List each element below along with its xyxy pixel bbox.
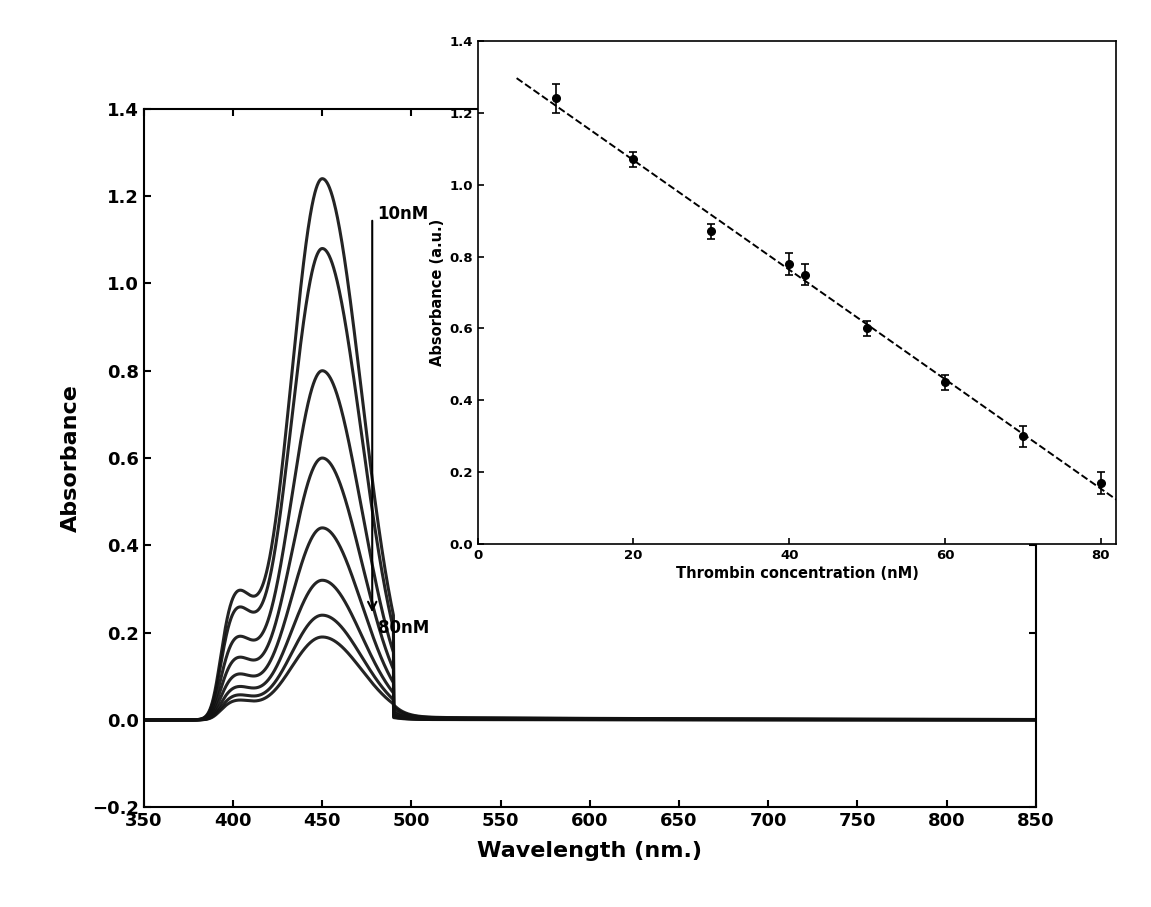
Text: 80nM: 80nM <box>378 619 429 638</box>
Y-axis label: Absorbance: Absorbance <box>61 384 81 532</box>
Y-axis label: Absorbance (a.u.): Absorbance (a.u.) <box>430 219 445 366</box>
Text: 10nM: 10nM <box>378 205 429 222</box>
X-axis label: Wavelength (nm.): Wavelength (nm.) <box>478 841 702 862</box>
X-axis label: Thrombin concentration (nM): Thrombin concentration (nM) <box>676 566 918 581</box>
